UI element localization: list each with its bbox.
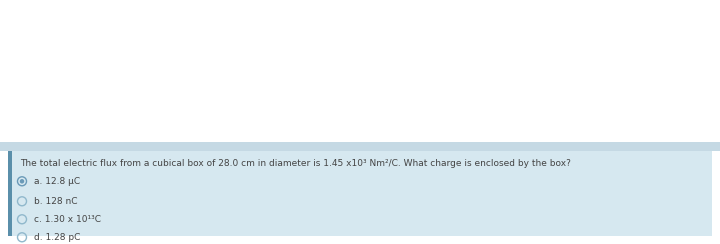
Bar	[0, 0, 720, 151]
Text: d. 1.28 pC: d. 1.28 pC	[34, 233, 81, 242]
Bar	[8, 151, 712, 236]
Circle shape	[19, 179, 24, 183]
Bar	[8, 151, 12, 236]
Text: b. 128 nC: b. 128 nC	[34, 197, 78, 206]
Bar	[0, 142, 720, 151]
Text: The total electric flux from a cubical box of 28.0 cm in diameter is 1.45 x10³ N: The total electric flux from a cubical b…	[20, 159, 571, 168]
Text: a. 12.8 μC: a. 12.8 μC	[34, 177, 80, 186]
Text: c. 1.30 x 10¹³C: c. 1.30 x 10¹³C	[34, 215, 101, 224]
